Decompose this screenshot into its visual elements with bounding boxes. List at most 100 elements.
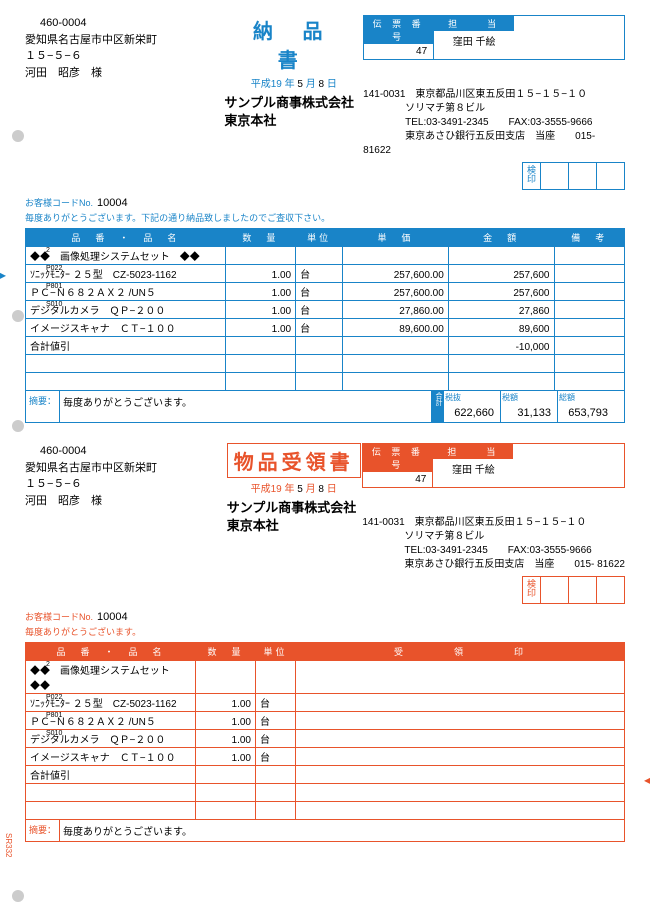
col-header: 備 考: [554, 229, 625, 247]
slip-num: 47: [364, 44, 433, 59]
slip-num-label: 伝 票 番 号: [364, 16, 433, 44]
unit: 台: [296, 265, 343, 283]
col-header: 単位: [256, 643, 296, 661]
item-name: イメージスキャナ ＣＴ−１００: [26, 319, 226, 337]
unit: 台: [256, 748, 296, 766]
receipt-stamp: [296, 748, 625, 766]
col-header: 品 番 ・ 品 名: [26, 229, 226, 247]
item-name: [26, 784, 196, 802]
qty: [225, 337, 295, 355]
unit: 台: [256, 730, 296, 748]
receipt-stamp: [296, 802, 625, 820]
thanks-text: 毎度ありがとうございます。: [25, 625, 625, 638]
note: [554, 337, 625, 355]
col-header: 数 量: [196, 643, 256, 661]
price: 257,600.00: [343, 265, 449, 283]
unit: 台: [296, 301, 343, 319]
note: [554, 319, 625, 337]
item-name: [26, 355, 226, 373]
qty: 1.00: [225, 265, 295, 283]
item-name: デジタルカメラ ＱＰ−２００S010: [26, 730, 196, 748]
qty: [196, 766, 256, 784]
item-name: [26, 373, 226, 391]
price: [343, 247, 449, 265]
unit: [256, 802, 296, 820]
col-header: 単 価: [343, 229, 449, 247]
note: [554, 265, 625, 283]
table-row: ｿﾆｯｸﾓﾆﾀｰ ２５型 CZ-5023-1162P0221.00台257,60…: [26, 265, 625, 283]
table-row: [26, 802, 625, 820]
item-name: ＰＣ−Ｎ６８２ＡＸ２ /UN５P801: [26, 283, 226, 301]
table-row: ＰＣ−Ｎ６８２ＡＸ２ /UN５P8011.00台: [26, 712, 625, 730]
item-name: [26, 802, 196, 820]
table-row: ｿﾆｯｸﾓﾆﾀｰ ２５型 CZ-5023-1162P0221.00台: [26, 694, 625, 712]
customer-name: 河田 昭彦 様: [25, 65, 224, 82]
customer-postal: 460-0004: [40, 15, 224, 32]
stamp-label: 検印: [522, 576, 541, 604]
customer-code: お客様コードNo.10004: [25, 196, 625, 209]
unit: [296, 373, 343, 391]
customer-block: 460-0004 愛知県名古屋市中区新栄町 １５−５−６ 河田 昭彦 様: [25, 15, 224, 81]
price: [343, 337, 449, 355]
unit: [296, 247, 343, 265]
price: 27,860.00: [343, 301, 449, 319]
price: [343, 355, 449, 373]
receipt-stamp: [296, 766, 625, 784]
stamp-box: [597, 162, 625, 190]
col-header: 数 量: [225, 229, 295, 247]
slip-info: 伝 票 番 号 47 担 当 窪田 千絵: [362, 443, 625, 488]
col-header: 受 領 印: [296, 643, 625, 661]
receipt-slip: 460-0004 愛知県名古屋市中区新栄町 １５−５−６ 河田 昭彦 様 物品受…: [25, 443, 625, 842]
stamp-box: [541, 576, 569, 604]
receipt-stamp: [296, 784, 625, 802]
unit: 台: [296, 283, 343, 301]
summary-row: 摘要： 毎度ありがとうございます。: [25, 820, 625, 842]
note: [554, 355, 625, 373]
item-name: ◆◆ 画像処理システムセット ◆◆2: [26, 247, 226, 265]
qty: 1.00: [196, 730, 256, 748]
amount: 257,600: [448, 265, 554, 283]
receipt-stamp: [296, 730, 625, 748]
unit: [296, 355, 343, 373]
amount: 27,860: [448, 301, 554, 319]
col-header: 単位: [296, 229, 343, 247]
col-header: 金 額: [448, 229, 554, 247]
qty: 1.00: [196, 694, 256, 712]
supplier-branch: 東京本社: [224, 112, 363, 130]
qty: [225, 247, 295, 265]
unit: 台: [256, 712, 296, 730]
table-row: イメージスキャナ ＣＴ−１００1.00台: [26, 748, 625, 766]
item-name: ｿﾆｯｸﾓﾆﾀｰ ２５型 CZ-5023-1162P022: [26, 694, 196, 712]
note: [554, 283, 625, 301]
table-row: ＰＣ−Ｎ６８２ＡＸ２ /UN５P8011.00台257,600.00257,60…: [26, 283, 625, 301]
table-row: [26, 784, 625, 802]
table-row: イメージスキャナ ＣＴ−１００1.00台89,600.0089,600: [26, 319, 625, 337]
unit: 台: [296, 319, 343, 337]
qty: 1.00: [196, 748, 256, 766]
delivery-slip: 460-0004 愛知県名古屋市中区新栄町 １５−５−６ 河田 昭彦 様 納 品…: [25, 15, 625, 423]
qty: [225, 373, 295, 391]
total: 653,793: [558, 404, 614, 422]
note: [554, 301, 625, 319]
slip-person: 窪田 千絵: [434, 31, 514, 50]
qty: 1.00: [225, 283, 295, 301]
item-name: イメージスキャナ ＣＴ−１００: [26, 748, 196, 766]
price: [343, 373, 449, 391]
unit: [256, 784, 296, 802]
receipt-stamp: [296, 694, 625, 712]
doc-title: 物品受領書: [227, 443, 361, 478]
doc-title: 納 品 書: [224, 15, 363, 73]
stamp-box: [569, 162, 597, 190]
table-row: デジタルカメラ ＱＰ−２００S0101.00台27,860.0027,860: [26, 301, 625, 319]
customer-block: 460-0004 愛知県名古屋市中区新栄町 １５−５−６ 河田 昭彦 様: [25, 443, 225, 509]
form-code: SR332: [4, 833, 13, 857]
unit: [256, 661, 296, 694]
stamp-box: [597, 576, 625, 604]
unit: 台: [256, 694, 296, 712]
table-row: 合計値引: [26, 766, 625, 784]
doc-date: 平成19 年 5 月 8 日: [227, 480, 361, 495]
summary-row: 摘要： 毎度ありがとうございます。 合計 税抜622,660 税額31,133 …: [25, 391, 625, 423]
qty: 1.00: [196, 712, 256, 730]
col-header: 品 番 ・ 品 名: [26, 643, 196, 661]
customer-address2: １５−５−６: [25, 48, 224, 65]
